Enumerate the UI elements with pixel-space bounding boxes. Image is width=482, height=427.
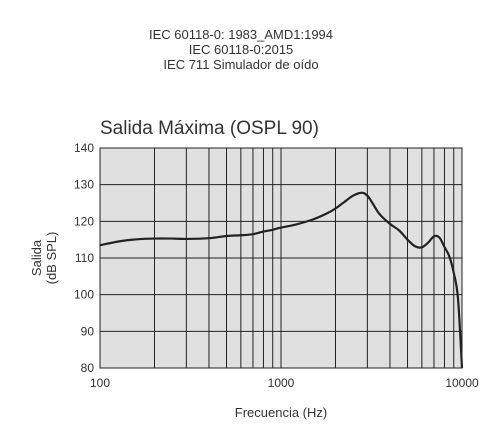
x-tick-label: 10000 [445,376,479,390]
x-tick-label: 100 [90,376,110,390]
grid-lines [99,147,463,369]
y-tick-label: 110 [75,251,94,265]
y-tick-label: 130 [74,178,94,192]
plot-frame [99,147,463,369]
series-line [99,191,464,369]
chart-title: Salida Máxima (OSPL 90) [100,118,319,139]
y-tick-label: 120 [74,214,94,228]
standard-line-2: IEC 60118-0:2015 [188,42,294,57]
y-tick-label: 100 [74,288,94,302]
y-tick-label: 90 [81,324,95,338]
y-tick-labels: 80 90 100 110 120 130 140 [74,141,94,375]
x-axis-label: Frecuencia (Hz) [234,405,328,420]
y-tick-label: 80 [81,361,95,375]
y-tick-label: 140 [74,141,94,155]
standard-line-3: IEC 711 Simulador de oído [163,57,319,72]
standard-line-1: IEC 60118-0: 1983_AMD1:1994 [148,27,334,42]
x-tick-labels: 100 1000 10000 [90,376,479,390]
x-tick-label: 1000 [268,376,295,390]
